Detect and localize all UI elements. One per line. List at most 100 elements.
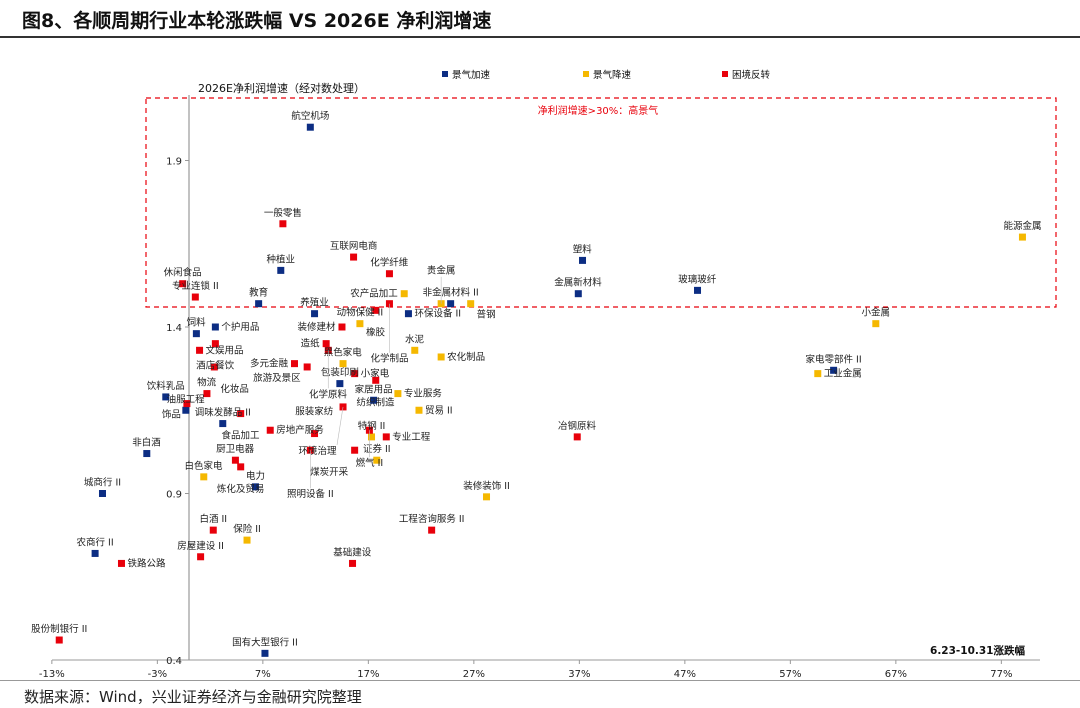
point-label: 造纸 — [301, 338, 321, 350]
data-point — [211, 340, 219, 348]
point-label: 家居用品 — [355, 383, 393, 395]
point-label: 环保设备 II — [414, 308, 461, 320]
data-point — [830, 366, 838, 374]
point-label: 纺织制造 — [356, 396, 395, 408]
point-label: 养殖业 — [300, 297, 329, 309]
data-point — [203, 390, 211, 398]
point-label: 玻璃玻纤 — [678, 273, 717, 285]
point-label: 专业工程 — [392, 431, 431, 443]
point-label: 城商行 II — [84, 477, 121, 489]
data-point — [338, 323, 346, 331]
point-label: 白色家电 — [185, 460, 224, 472]
point-label: 炼化及贸易 — [217, 483, 265, 495]
x-tick-label: 17% — [357, 669, 379, 680]
point-label: 个护用品 — [221, 321, 259, 333]
data-point — [311, 430, 319, 438]
data-point — [266, 426, 274, 434]
point-label: 小家电 — [361, 368, 390, 380]
high-growth-box — [145, 97, 1057, 308]
point-label: 燃气 II — [356, 457, 384, 469]
point-label: 特钢 II — [358, 420, 386, 432]
point-label: 化学原料 — [309, 388, 348, 400]
point-label: 能源金属 — [1003, 220, 1041, 232]
point-label: 调味发酵品 II — [195, 407, 251, 419]
point-label: 贵金属 — [427, 265, 456, 277]
data-point — [447, 300, 455, 308]
data-point — [351, 446, 359, 454]
point-label: 家电零部件 II — [806, 353, 862, 365]
point-label: 小金属 — [862, 307, 891, 319]
legend-label: 困境反转 — [732, 69, 771, 81]
data-point — [183, 400, 191, 408]
point-label: 塑料 — [573, 243, 593, 255]
data-point — [231, 456, 239, 464]
data-point — [373, 456, 381, 464]
legend-marker — [722, 71, 728, 77]
x-tick-label: 47% — [674, 669, 696, 680]
point-label: 一般零售 — [264, 207, 302, 219]
point-label: 饰品 — [162, 409, 181, 421]
x-tick-label: 67% — [885, 669, 907, 680]
data-point — [303, 363, 311, 371]
x-tick-label: 57% — [779, 669, 801, 680]
data-point — [483, 493, 491, 501]
point-label: 饲料 — [187, 317, 207, 329]
y-tick-label: 1.9 — [166, 157, 182, 168]
data-point — [196, 346, 204, 354]
data-point — [237, 463, 245, 471]
data-point — [574, 290, 582, 298]
data-point — [311, 310, 319, 318]
data-point — [336, 380, 344, 388]
point-label: 农化制品 — [447, 351, 485, 363]
point-label: 贸易 II — [425, 404, 453, 416]
point-label: 装修建材 — [297, 321, 336, 333]
x-tick-label: 27% — [463, 669, 485, 680]
y-tick-label: 0.9 — [166, 490, 182, 501]
data-point — [437, 353, 445, 361]
point-label: 饮料乳品 — [147, 380, 185, 392]
data-point — [351, 370, 359, 378]
point-label: 文娱用品 — [206, 344, 244, 356]
data-point — [339, 360, 347, 368]
point-label: 农产品加工 — [350, 288, 398, 300]
point-label: 休闲食品 — [164, 267, 202, 279]
point-label: 装修装饰 II — [463, 480, 510, 492]
point-label: 股份制银行 II — [31, 623, 87, 635]
point-label: 房屋建设 II — [177, 540, 224, 552]
data-point — [98, 490, 106, 497]
data-point — [261, 649, 269, 657]
point-label: 食品加工 — [221, 430, 260, 442]
point-label: 专业服务 — [404, 388, 443, 400]
point-label: 工业金属 — [824, 368, 862, 380]
point-label: 冶钢原料 — [558, 420, 597, 432]
data-point — [182, 406, 190, 414]
data-point — [404, 310, 412, 318]
data-point — [210, 363, 218, 371]
x-axis-label: 6.23-10.31涨跌幅 — [930, 644, 1025, 657]
point-label: 煤炭开采 — [310, 466, 349, 478]
data-point — [200, 473, 208, 481]
point-label: 油服工程 — [167, 393, 206, 405]
point-label: 专业连锁 II — [172, 280, 219, 292]
data-point — [694, 286, 702, 294]
x-tick-label: 37% — [568, 669, 590, 680]
x-tick-label: 7% — [255, 669, 271, 680]
data-point — [219, 420, 227, 428]
data-point — [1018, 233, 1026, 241]
data-point — [243, 536, 251, 544]
data-point — [428, 526, 436, 534]
point-label: 铁路公路 — [127, 557, 166, 569]
data-point — [91, 549, 99, 557]
source-note: 数据来源：Wind，兴业证券经济与金融研究院整理 — [24, 688, 362, 706]
data-point — [179, 280, 187, 288]
point-label: 黑色家电 — [324, 347, 363, 359]
point-label: 非白酒 — [132, 437, 161, 449]
data-point — [372, 376, 380, 384]
point-label: 非金属材料 II — [423, 287, 479, 299]
x-tick-label: -13% — [39, 669, 65, 680]
data-point — [162, 393, 170, 401]
data-point — [211, 323, 219, 331]
point-label: 化学制品 — [370, 353, 408, 365]
